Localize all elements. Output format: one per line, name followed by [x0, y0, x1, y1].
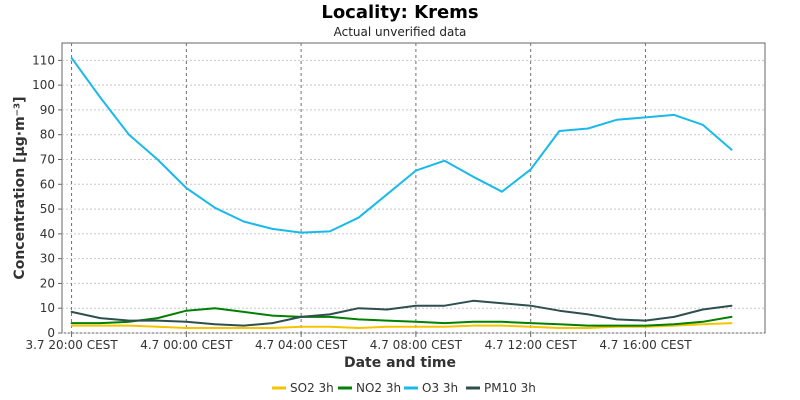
legend-label: SO2 3h [290, 381, 334, 395]
series-line-so2-3h [70, 322, 733, 329]
legend-label: PM10 3h [484, 381, 536, 395]
legend-item: O3 3h [404, 381, 458, 395]
x-tick-label: 4.7 00:00 CEST [140, 338, 233, 352]
x-tick-label: 4.7 04:00 CEST [255, 338, 348, 352]
legend: SO2 3h NO2 3h O3 3h PM10 3h [272, 381, 536, 395]
y-axis-ticks: 0 10 20 30 40 50 60 70 80 90 100 110 [32, 53, 62, 340]
series-line-pm10-3h [70, 299, 733, 327]
y-tick-label: 60 [40, 177, 55, 191]
series-line-o3-3h [70, 56, 733, 234]
y-tick-label: 90 [40, 103, 55, 117]
x-tick-label: 4.7 12:00 CEST [485, 338, 578, 352]
y-tick-label: 70 [40, 152, 55, 166]
legend-item: NO2 3h [338, 381, 401, 395]
y-tick-label: 80 [40, 128, 55, 142]
plot-area [61, 42, 766, 334]
y-axis-label: Concentration [µg·m⁻³] [12, 96, 28, 279]
y-tick-label: 100 [32, 78, 55, 92]
legend-label: NO2 3h [356, 381, 401, 395]
x-gridlines [71, 43, 646, 333]
y-tick-label: 110 [32, 53, 55, 67]
x-axis-label: Date and time [344, 355, 456, 371]
legend-item: PM10 3h [466, 381, 536, 395]
series-lines [70, 56, 733, 329]
chart-subtitle: Actual unverified data [334, 25, 467, 39]
legend-label: O3 3h [422, 381, 458, 395]
y-gridlines [62, 59, 765, 334]
y-tick-label: 20 [40, 276, 55, 290]
x-tick-label: 3.7 20:00 CEST [25, 338, 118, 352]
x-tick-label: 4.7 08:00 CEST [370, 338, 463, 352]
y-tick-label: 30 [40, 252, 55, 266]
chart-title: Locality: Krems [321, 2, 478, 23]
y-tick-label: 50 [40, 202, 55, 216]
series-line-no2-3h [70, 307, 733, 327]
y-tick-label: 10 [40, 301, 55, 315]
x-axis-ticks: 3.7 20:00 CEST 4.7 00:00 CEST 4.7 04:00 CE… [25, 333, 692, 352]
y-tick-label: 40 [40, 227, 55, 241]
legend-item: SO2 3h [272, 381, 334, 395]
y-tick-label: 0 [47, 326, 55, 340]
x-tick-label: 4.7 16:00 CEST [599, 338, 692, 352]
